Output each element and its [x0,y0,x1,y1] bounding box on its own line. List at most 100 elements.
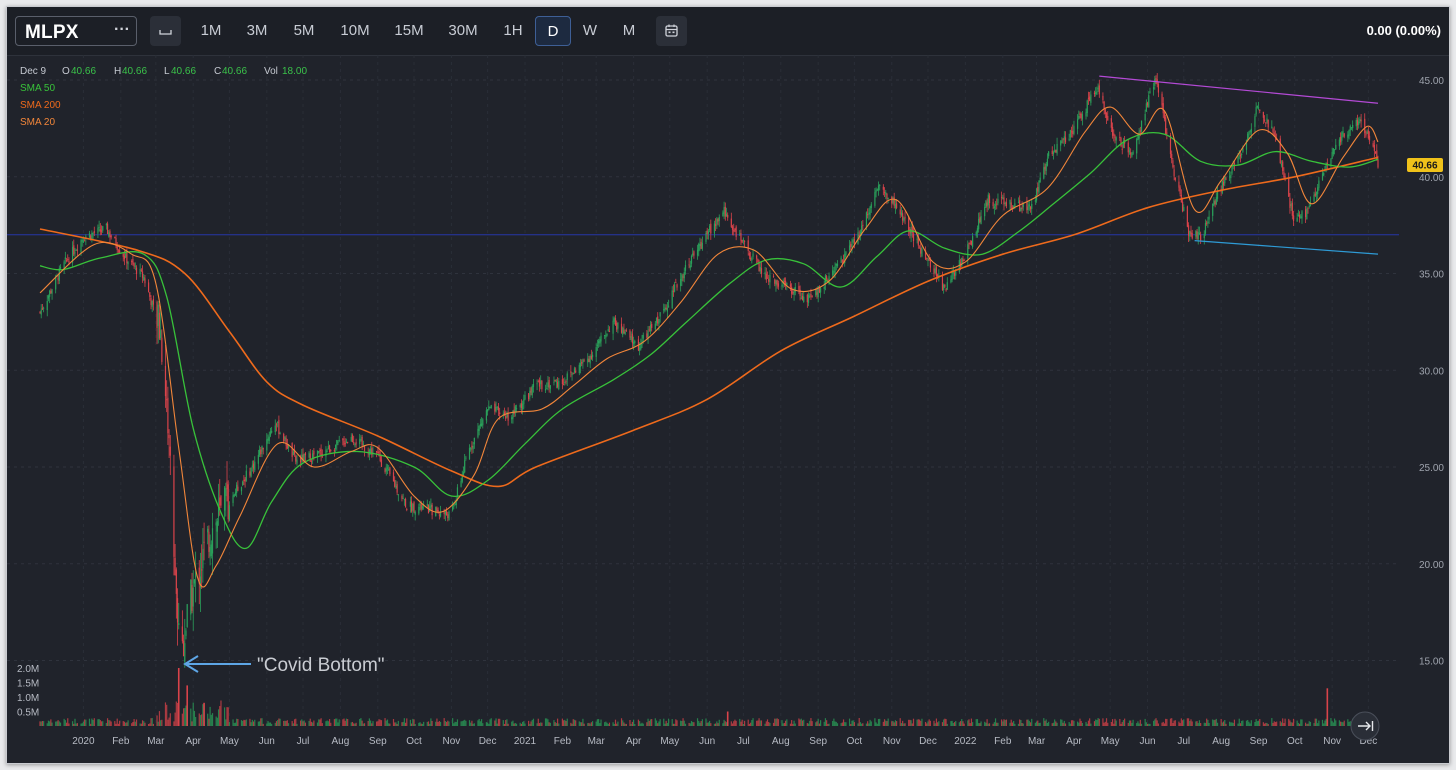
resistance-trendline[interactable] [1099,75,1379,104]
volume-bar [1333,718,1336,726]
candle-body [232,495,234,504]
volume-bar [815,722,817,726]
volume-bar [992,723,994,726]
legend-sma200[interactable]: SMA 200 [20,100,61,111]
candle-body [174,558,176,576]
volume-bar [555,723,557,726]
volume-bar [861,723,863,726]
candle-body [1347,134,1349,138]
candle-body [1063,136,1065,141]
candle-body [634,340,636,344]
interval-15m[interactable]: 15M [394,22,424,39]
volume-bar [817,718,819,726]
volume-bar [769,722,771,726]
volume-bar [81,723,83,726]
candle-body [1308,206,1310,208]
candle-body [274,425,276,433]
scroll-to-latest-icon[interactable] [1358,721,1374,731]
volume-bar [75,723,77,726]
candle-body [760,268,763,274]
volume-bar [521,721,524,726]
volume-bar [1266,722,1268,726]
candle-body [659,312,661,317]
interval-d[interactable]: D [535,16,571,46]
candle-body [852,239,854,243]
candle-body [334,445,337,450]
annotation-label: "Covid Bottom" [257,655,385,676]
volume-bar [271,723,273,726]
candle-body [833,271,835,273]
volume-bar [1080,720,1082,726]
volume-tick-label: 1.5M [17,679,39,690]
volume-bar [891,721,893,726]
legend-sma50[interactable]: SMA 50 [20,83,55,94]
volume-bar [912,718,915,726]
candle-body [984,207,986,217]
candle-body [485,410,488,421]
interval-30m[interactable]: 30M [448,22,478,39]
candle-body [823,286,825,289]
candle-body [360,439,362,441]
interval-w[interactable]: W [582,22,598,39]
interval-1m[interactable]: 1M [200,22,222,39]
volume-bar [57,720,59,726]
candle-body [1225,178,1227,180]
candle-body [1332,148,1334,155]
support-trendline[interactable] [1194,240,1379,255]
volume-bar [283,720,285,726]
volume-bar [1297,722,1299,726]
candle-body [471,445,473,448]
candlestick-icon[interactable] [150,16,181,46]
x-tick-label: Apr [626,736,642,747]
candle-body [834,266,836,274]
interval-10m[interactable]: 10M [340,22,370,39]
ellipsis-icon[interactable]: ··· [114,21,130,38]
scroll-to-latest-button[interactable] [1350,711,1380,741]
x-tick-label: Feb [994,736,1012,747]
volume-bar [444,721,446,726]
volume-bar [1249,723,1251,726]
volume-bar [1026,719,1028,726]
candle-body [789,284,792,287]
volume-bar [430,718,432,726]
interval-1h[interactable]: 1H [503,22,523,39]
candle-body [937,274,939,277]
candle-body [116,244,118,250]
candle-body [460,481,462,487]
candle-body [351,435,354,443]
volume-bar [988,723,991,726]
candle-body [1195,231,1197,237]
candle-body [488,406,490,411]
volume-bar [233,722,235,726]
volume-bar [1060,719,1062,726]
candle-body [344,443,346,445]
volume-bar [801,720,804,726]
volume-bar [900,723,903,726]
interval-m[interactable]: M [622,22,636,39]
candle-body [629,330,631,338]
interval-3m[interactable]: 3M [246,22,268,39]
candle-body [1230,175,1232,179]
candle-body [607,329,609,332]
volume-bar [284,720,286,726]
interval-5m[interactable]: 5M [293,22,315,39]
candle-body [419,503,421,506]
x-tick-label: 2022 [954,736,977,747]
candle-body [547,382,549,387]
candle-body [139,268,141,275]
candle-body [88,233,91,238]
volume-bar [935,718,938,726]
legend-sma20[interactable]: SMA 20 [20,117,55,128]
volume-bar [809,720,811,726]
trendlines [1099,75,1379,255]
volume-bar [116,718,118,726]
candle-body [836,263,839,267]
candle-body [975,232,977,236]
symbol-search[interactable]: MLPX ··· [15,16,137,46]
calendar-icon[interactable] [656,16,687,46]
volume-bar [1187,718,1190,726]
candle-body [250,467,252,477]
candle-body [1051,150,1053,154]
volume-bar [448,721,450,726]
